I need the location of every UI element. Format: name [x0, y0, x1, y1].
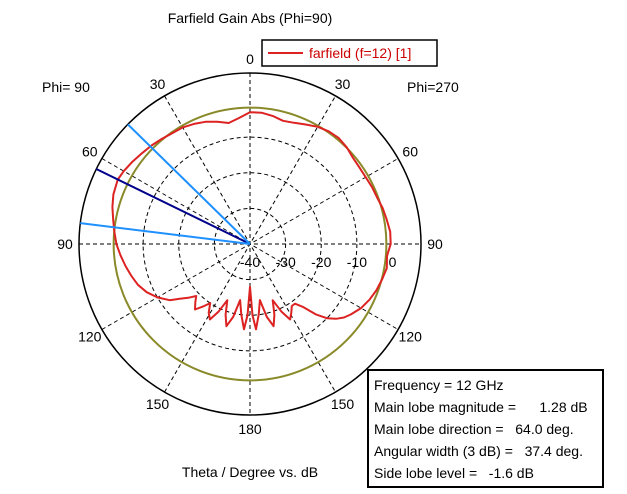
- angle-label: 60: [402, 144, 418, 160]
- angle-label: 180: [238, 421, 262, 437]
- info-side-lobe-level: Side lobe level = -1.6 dB: [374, 465, 534, 481]
- main-lobe-direction-line: [95, 168, 251, 245]
- x-axis-label: Theta / Degree vs. dB: [182, 464, 318, 480]
- phi-right-label: Phi=270: [407, 79, 459, 95]
- angle-label: 90: [427, 236, 443, 252]
- info-box: Frequency = 12 GHz Main lobe magnitude =…: [367, 369, 604, 488]
- info-angular-width: Angular width (3 dB) = 37.4 deg.: [374, 443, 583, 459]
- angle-label: 30: [335, 76, 351, 92]
- marker-lines: [80, 123, 251, 245]
- beamwidth-edge-1-line: [127, 123, 251, 245]
- farfield-curve: [111, 111, 392, 331]
- radial-tick-label: -40: [240, 254, 260, 270]
- grid-circle: [142, 136, 358, 352]
- radial-tick-label: 0: [389, 254, 397, 270]
- legend[interactable]: farfield (f=12) [1]: [261, 39, 438, 67]
- angle-label: 0: [246, 51, 254, 67]
- radial-tick-label: -20: [311, 254, 331, 270]
- angle-label: 120: [399, 329, 423, 345]
- radial-tick-label: -10: [347, 254, 367, 270]
- angle-label: 30: [150, 76, 166, 92]
- info-main-lobe-direction: Main lobe direction = 64.0 deg.: [374, 421, 574, 437]
- series-layer: [111, 106, 392, 382]
- reference-circle: [112, 106, 388, 382]
- radial-tick-labels: -40 -30 -20 -10 0: [240, 254, 397, 270]
- legend-label: farfield (f=12) [1]: [309, 45, 411, 61]
- angle-label: 150: [146, 396, 170, 412]
- info-frequency: Frequency = 12 GHz: [374, 377, 504, 393]
- radial-tick-label: -30: [276, 254, 296, 270]
- grid-circle: [178, 172, 322, 316]
- beamwidth-edge-2-line: [80, 222, 251, 245]
- angle-labels: 0 30 60 90 120 150 180 150 120 90 60 30: [57, 51, 443, 437]
- info-main-lobe-magnitude: Main lobe magnitude = 1.28 dB: [374, 399, 588, 415]
- angle-label: 120: [78, 329, 102, 345]
- angle-label: 60: [82, 144, 98, 160]
- angle-label: 150: [331, 396, 355, 412]
- phi-left-label: Phi= 90: [42, 79, 90, 95]
- chart-title: Farfield Gain Abs (Phi=90): [168, 10, 333, 26]
- angle-label: 90: [57, 236, 73, 252]
